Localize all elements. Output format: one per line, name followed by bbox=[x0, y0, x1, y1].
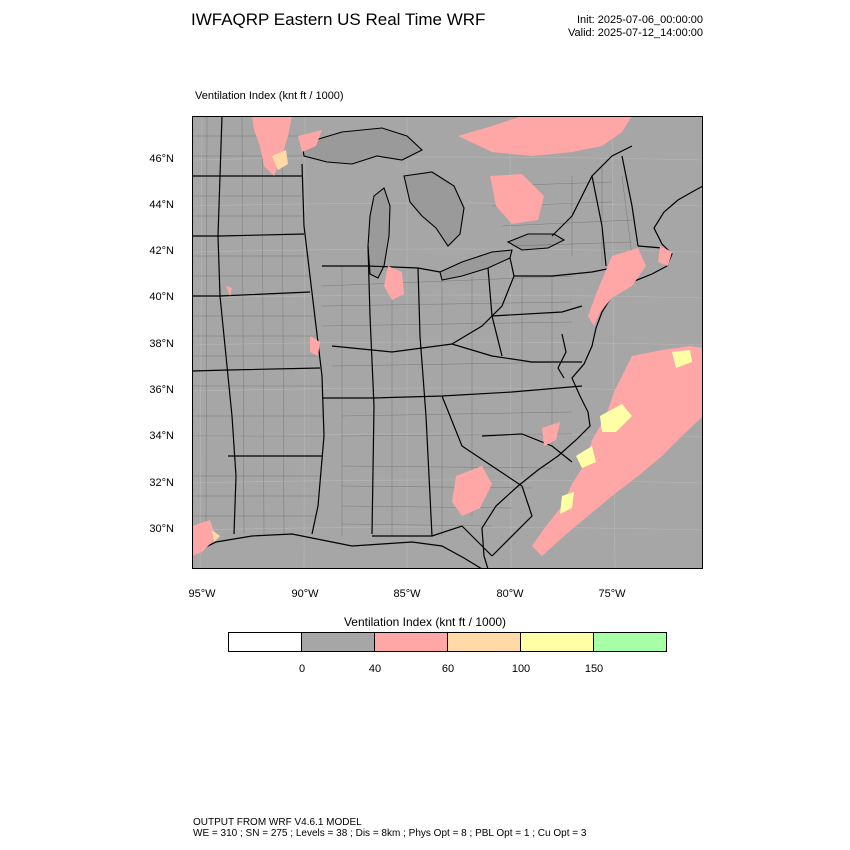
legend-box bbox=[375, 633, 448, 651]
lat-label: 30°N bbox=[149, 523, 174, 535]
map-svg bbox=[192, 116, 703, 569]
field-label: Ventilation Index (knt ft / 1000) bbox=[195, 90, 344, 102]
lon-label: 80°W bbox=[496, 588, 524, 600]
lon-label: 90°W bbox=[291, 588, 319, 600]
lat-label: 40°N bbox=[149, 291, 174, 303]
legend-box bbox=[521, 633, 594, 651]
legend-tick: 150 bbox=[584, 663, 604, 675]
lat-label: 44°N bbox=[149, 199, 174, 211]
legend-tick: 40 bbox=[368, 663, 382, 675]
vi-class-60-100 bbox=[212, 150, 288, 542]
lat-label: 34°N bbox=[149, 430, 174, 442]
lat-label: 36°N bbox=[149, 384, 174, 396]
county-lines bbox=[192, 116, 633, 536]
gulf-coast bbox=[192, 533, 483, 569]
lat-label: 38°N bbox=[149, 338, 174, 350]
legend-colorbar bbox=[228, 632, 667, 652]
map-frame bbox=[192, 116, 703, 569]
legend-tick: 0 bbox=[298, 663, 306, 675]
lon-label: 75°W bbox=[598, 588, 626, 600]
map-panel bbox=[192, 116, 703, 569]
lake-ontario bbox=[506, 233, 566, 251]
legend-box bbox=[448, 633, 521, 651]
lon-label: 95°W bbox=[188, 588, 216, 600]
model-info-line2: WE = 310 ; SN = 275 ; Levels = 38 ; Dis … bbox=[193, 828, 587, 839]
legend-title: Ventilation Index (knt ft / 1000) bbox=[343, 615, 507, 629]
lake-huron bbox=[403, 171, 465, 247]
vi-class-100-150 bbox=[560, 350, 692, 514]
legend-box bbox=[594, 633, 666, 651]
model-info-line1: OUTPUT FROM WRF V4.6.1 MODEL bbox=[193, 817, 362, 828]
legend-tick: 60 bbox=[441, 663, 455, 675]
legend-box bbox=[229, 633, 302, 651]
chesapeake bbox=[557, 333, 567, 379]
vi-class-40-60 bbox=[192, 116, 703, 556]
lake-michigan bbox=[367, 187, 391, 279]
valid-time: Valid: 2025-07-12_14:00:00 bbox=[568, 27, 703, 39]
lake-superior bbox=[301, 127, 423, 165]
legend-box bbox=[302, 633, 375, 651]
lon-label: 85°W bbox=[393, 588, 421, 600]
plot-title: IWFAQRP Eastern US Real Time WRF bbox=[191, 10, 486, 29]
lat-label: 32°N bbox=[149, 477, 174, 489]
lat-label: 42°N bbox=[149, 245, 174, 257]
legend-tick: 100 bbox=[511, 663, 531, 675]
graticule bbox=[192, 116, 703, 569]
lat-label: 46°N bbox=[149, 153, 174, 165]
init-time: Init: 2025-07-06_00:00:00 bbox=[577, 14, 703, 26]
great-lakes bbox=[301, 127, 566, 281]
